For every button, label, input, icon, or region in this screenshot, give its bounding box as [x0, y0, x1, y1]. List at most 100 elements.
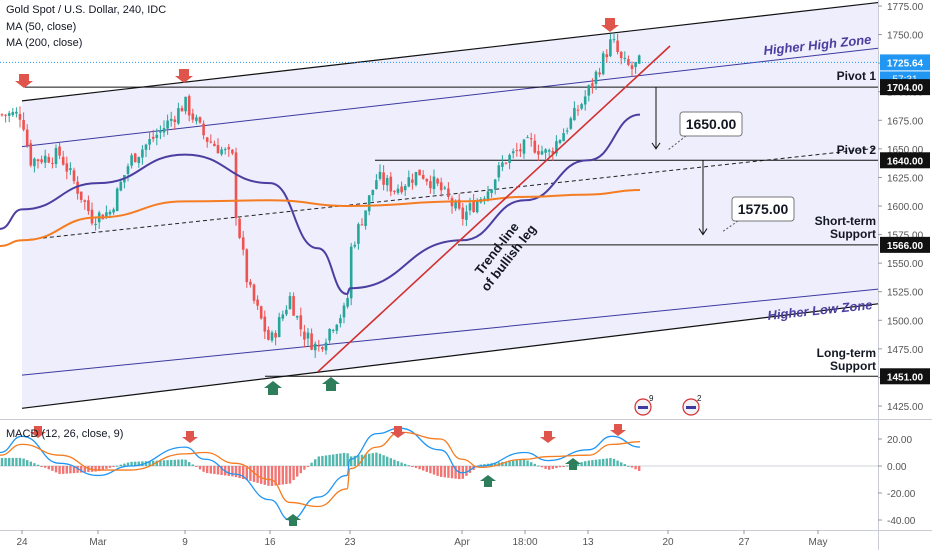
macd-histogram-bar — [202, 466, 205, 472]
candle-body — [414, 171, 418, 186]
macd-histogram-bar — [249, 466, 252, 481]
macd-histogram-bar — [339, 453, 342, 466]
candle-body — [565, 130, 569, 132]
candle-body — [465, 211, 468, 220]
macd-signal-line — [0, 431, 641, 508]
macd-histogram-bar — [62, 466, 65, 474]
macd-histogram-bar — [98, 466, 101, 472]
candle-body — [403, 186, 407, 191]
candle-body — [43, 155, 47, 163]
sell-arrow — [601, 18, 619, 32]
candle-body — [558, 140, 562, 143]
macd-histogram-bar — [245, 466, 248, 480]
macd-histogram-bar — [33, 463, 36, 466]
candle-body — [519, 149, 522, 152]
long-term-support-price-tag: 1451.00 — [887, 372, 924, 383]
candle-body — [216, 145, 220, 154]
macd-histogram-bar — [65, 466, 68, 474]
candle-body — [180, 108, 184, 112]
economic-event-flag — [638, 406, 648, 409]
candle-body — [7, 113, 11, 116]
macd-histogram-bar — [0, 457, 4, 466]
candle-body — [205, 137, 209, 142]
candle-body — [375, 180, 378, 189]
ma50-line — [0, 113, 641, 296]
price-tick-label: 1500.00 — [887, 316, 924, 327]
candle-body — [335, 324, 339, 331]
candle-body — [364, 210, 367, 227]
candle-body — [357, 224, 360, 244]
candle-body — [634, 62, 637, 68]
macd-histogram-bar — [242, 466, 245, 480]
candle-body — [310, 333, 313, 350]
candle-body — [353, 244, 357, 247]
macd-tick-label: -20.00 — [887, 489, 916, 500]
candle-body — [61, 156, 65, 165]
candle-body — [191, 113, 195, 120]
candle-body — [328, 328, 331, 341]
macd-histogram-bar — [148, 460, 151, 466]
macd-histogram-bar — [36, 464, 40, 466]
candle-body — [619, 51, 623, 59]
short-term-support-label: Short-term — [815, 214, 876, 228]
channel-mid-dashed — [21, 147, 879, 241]
macd-buy-arrow — [480, 475, 496, 487]
candle-body — [547, 150, 551, 152]
macd-histogram-bar — [425, 466, 428, 472]
current-price-tag: 1725.64 — [887, 58, 924, 69]
macd-histogram-bar — [432, 466, 436, 475]
channel-fill — [22, 2, 878, 409]
time-tick-label: 27 — [738, 537, 750, 548]
time-tick-label: 9 — [182, 537, 188, 548]
macd-histogram-bar — [126, 462, 130, 466]
macd-histogram-bar — [422, 466, 425, 471]
macd-histogram-bar — [591, 460, 594, 466]
macd-histogram-bar — [11, 457, 14, 466]
candle-body — [0, 114, 4, 116]
long-term-support-price-tag-box — [880, 368, 930, 385]
macd-histogram-bar — [260, 466, 263, 484]
candle-body — [529, 138, 533, 140]
sell-arrow — [175, 69, 193, 83]
candle-body — [515, 150, 519, 152]
macd-histogram-bar — [321, 455, 324, 466]
macd-histogram-bar — [627, 465, 630, 467]
macd-histogram-bar — [609, 458, 612, 466]
candle-body — [303, 331, 306, 340]
macd-histogram-bar — [162, 460, 166, 466]
candle-body — [87, 200, 90, 212]
macd-histogram-bar — [303, 466, 306, 470]
macd-histogram-bar — [310, 462, 313, 466]
candle-body — [475, 201, 479, 213]
candle-body — [573, 107, 576, 121]
candle-body — [133, 153, 137, 163]
macd-sell-arrow — [390, 426, 406, 438]
macd-histogram-bar — [274, 466, 277, 486]
projection-arrow-1-head — [651, 142, 661, 150]
pivot2-price-tag: 1640.00 — [887, 156, 924, 167]
candle-body — [418, 169, 421, 176]
time-tick-label: Mar — [89, 537, 107, 548]
ma50-legend: MA (50, close) — [6, 21, 77, 33]
macd-histogram-bar — [177, 459, 180, 466]
macd-histogram-bar — [630, 466, 634, 468]
macd-histogram-bar — [335, 453, 338, 466]
macd-histogram-bar — [40, 466, 43, 467]
macd-histogram-bar — [270, 466, 274, 486]
candle-body — [637, 55, 641, 64]
macd-histogram-bar — [220, 466, 223, 475]
candle-body — [137, 156, 141, 163]
channel-lower-line — [21, 303, 879, 409]
candle-body — [522, 139, 526, 154]
long-term-support-label: Long-term — [817, 346, 876, 360]
macd-histogram-bar — [80, 466, 83, 473]
macd-histogram-bar — [393, 459, 396, 466]
macd-histogram-bar — [288, 466, 292, 484]
macd-histogram-bar — [494, 462, 497, 466]
long-term-support-label-2: Support — [830, 359, 876, 373]
macd-histogram-bar — [184, 459, 187, 466]
macd-histogram-bar — [83, 466, 86, 473]
candle-body — [583, 96, 587, 105]
economic-event-count: 9 — [649, 394, 654, 403]
